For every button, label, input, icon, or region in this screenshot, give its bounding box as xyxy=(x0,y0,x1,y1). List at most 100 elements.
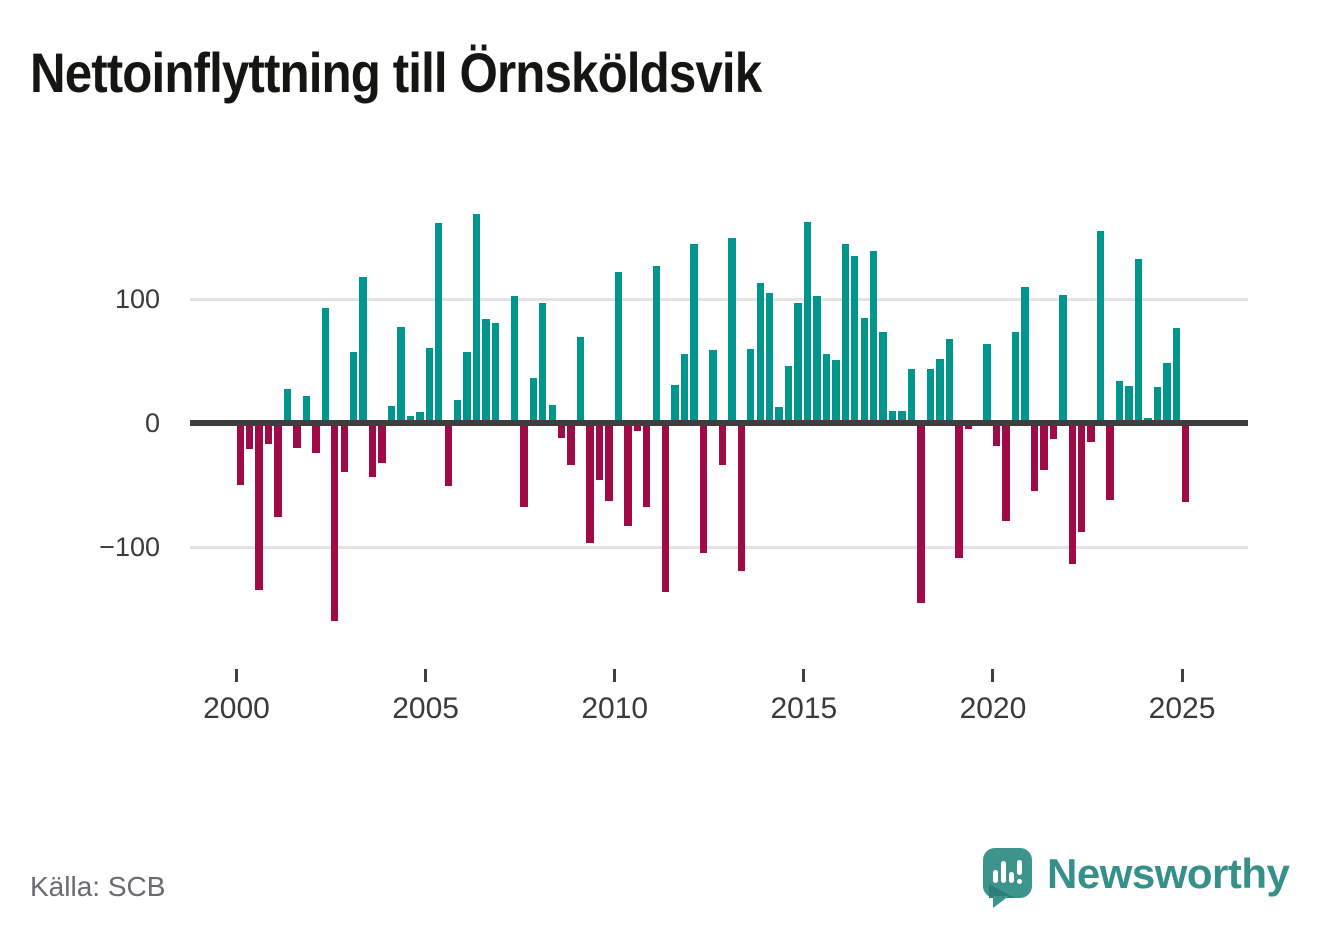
bar xyxy=(917,423,925,603)
bar xyxy=(832,360,840,424)
brand-name: Newsworthy xyxy=(1047,850,1290,897)
bar xyxy=(605,423,613,502)
x-axis-year-label: 2010 xyxy=(581,692,649,725)
bar xyxy=(841,243,850,424)
x-axis-tick xyxy=(1180,669,1184,682)
bar xyxy=(349,351,358,424)
bar xyxy=(643,423,651,508)
bar xyxy=(416,412,424,424)
bar xyxy=(737,423,746,571)
logo-chart-bar-icon xyxy=(993,870,998,883)
bar xyxy=(340,423,348,472)
bar xyxy=(1163,362,1171,424)
bar xyxy=(898,410,906,424)
bar xyxy=(718,423,727,466)
chart-title: Nettoinflyttning till Örnsköldsvik xyxy=(30,41,762,104)
y-axis-label-0: 0 xyxy=(144,408,160,438)
bar xyxy=(907,368,916,424)
bar xyxy=(510,295,519,424)
bar xyxy=(671,384,679,424)
bar xyxy=(1153,387,1162,424)
bar xyxy=(274,423,282,518)
gridline-minus-100 xyxy=(190,546,1248,549)
bar xyxy=(652,266,660,424)
logo-exclamation-icon xyxy=(1017,860,1022,875)
bar xyxy=(955,423,963,559)
x-axis-tick xyxy=(424,669,428,682)
bar xyxy=(1078,423,1086,533)
bar xyxy=(1125,386,1133,424)
logo-chart-bar-icon xyxy=(1001,861,1006,883)
x-axis-year-label: 2000 xyxy=(203,692,270,725)
x-axis-tick xyxy=(235,669,238,682)
bar xyxy=(539,303,547,424)
bar xyxy=(397,326,405,424)
x-axis-tick xyxy=(802,669,806,682)
logo-bubble-shade xyxy=(989,884,1015,898)
bar xyxy=(728,237,736,424)
bar xyxy=(283,388,292,424)
zero-axis-line xyxy=(190,420,1248,426)
logo-exclamation-dot-icon xyxy=(1017,879,1022,884)
bar xyxy=(264,423,273,445)
bar xyxy=(529,377,537,424)
bar xyxy=(1002,423,1010,522)
bar xyxy=(699,423,708,554)
bar xyxy=(472,214,481,424)
bar xyxy=(1068,423,1076,565)
gridline-plus-100 xyxy=(190,298,1248,301)
y-axis-label-100: 100 xyxy=(114,284,160,314)
bar xyxy=(245,423,254,450)
bar xyxy=(520,423,528,508)
bar xyxy=(851,256,859,424)
bar xyxy=(1096,231,1105,424)
logo-bubble-tail xyxy=(993,896,1009,908)
x-axis-year-label: 2005 xyxy=(392,692,459,725)
bar xyxy=(557,423,566,439)
x-axis-year-label: 2020 xyxy=(959,692,1027,725)
bar xyxy=(784,366,793,424)
bar xyxy=(945,339,954,424)
x-axis-tick xyxy=(613,669,617,682)
x-axis-tick xyxy=(991,669,995,682)
y-axis-label-minus-100: −100 xyxy=(99,532,160,562)
bar xyxy=(321,308,329,424)
bar xyxy=(813,295,821,424)
bar xyxy=(775,407,783,424)
bar xyxy=(255,423,263,591)
bar xyxy=(1087,423,1095,442)
bar xyxy=(756,283,764,424)
bar xyxy=(661,423,670,592)
bar xyxy=(964,423,972,430)
bar xyxy=(870,251,878,424)
x-axis-year-label: 2015 xyxy=(770,692,838,725)
bar xyxy=(1182,423,1190,503)
bar xyxy=(236,423,244,486)
bar xyxy=(1021,287,1029,424)
x-axis-year-label: 2025 xyxy=(1148,692,1216,725)
bar xyxy=(983,344,991,424)
bar xyxy=(425,347,433,424)
bar xyxy=(860,318,868,424)
bar xyxy=(1059,294,1067,424)
bar xyxy=(595,423,604,481)
bar xyxy=(482,319,490,424)
bar xyxy=(888,410,897,424)
bar xyxy=(936,358,944,424)
bar xyxy=(463,351,471,424)
bar xyxy=(302,396,311,424)
bar xyxy=(1040,423,1048,471)
bar xyxy=(331,423,339,622)
bar xyxy=(548,404,556,424)
bar xyxy=(387,405,396,424)
bar xyxy=(359,277,367,424)
source-label: Källa: SCB xyxy=(30,871,166,902)
bar xyxy=(435,222,443,424)
bar xyxy=(368,423,377,477)
bar xyxy=(803,221,812,424)
bar xyxy=(1115,381,1124,424)
bar xyxy=(690,243,698,424)
bar xyxy=(576,336,585,424)
logo-chart-bar-icon xyxy=(1009,872,1014,883)
bar xyxy=(1049,423,1058,440)
